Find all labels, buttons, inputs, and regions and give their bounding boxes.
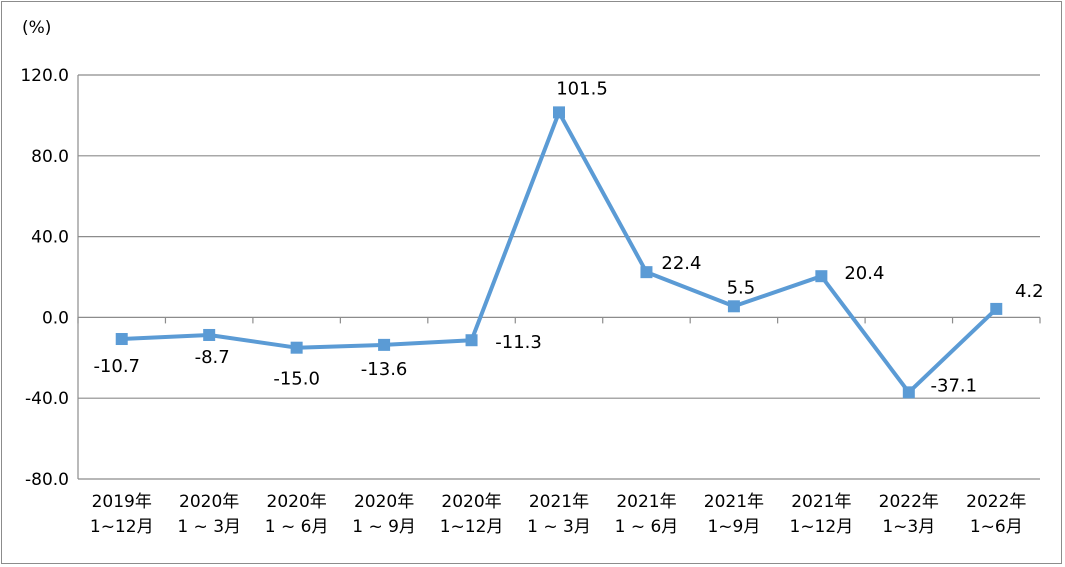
- data-label: -13.6: [361, 359, 408, 380]
- y-tick-label: 0.0: [42, 308, 69, 328]
- y-tick-label: 80.0: [31, 147, 69, 167]
- y-tick-label: 40.0: [31, 228, 69, 248]
- x-tick-label-year: 2021年: [616, 492, 676, 512]
- data-label: 4.2: [1015, 281, 1044, 302]
- data-point-marker: [990, 302, 1003, 315]
- data-point-marker: [290, 341, 303, 354]
- data-label: 5.5: [727, 277, 756, 298]
- x-tick-label-year: 2021年: [704, 492, 764, 512]
- x-tick-label-period: 1~12月: [90, 517, 154, 537]
- data-point-marker: [640, 266, 653, 279]
- x-tick-label-year: 2021年: [529, 492, 589, 512]
- gridlines: [78, 74, 1040, 480]
- data-labels: -10.7 -8.7 -15.0 -13.6 -11.3 101.5 22.4 5.5 20.4…: [93, 78, 1043, 396]
- data-label: 101.5: [556, 78, 608, 99]
- x-tick-label-period: 1~6月: [970, 517, 1023, 537]
- data-point-marker: [727, 300, 740, 313]
- x-tick-label-year: 2022年: [966, 492, 1026, 512]
- data-point-marker: [465, 334, 478, 347]
- x-tick-label-period: 1~9月: [707, 517, 760, 537]
- data-label: -15.0: [273, 369, 320, 390]
- x-tick-label-period: 1~3月: [882, 517, 935, 537]
- y-axis: 120.0 80.0 40.0 0.0 -40.0 -80.0: [20, 66, 79, 490]
- x-tick-label-period: 1~12月: [790, 517, 854, 537]
- x-tick-label-period: 1 ~ 6月: [615, 517, 679, 537]
- data-point-marker: [115, 333, 128, 346]
- y-tick-label: 120.0: [20, 66, 69, 86]
- x-tick-label-year: 2021年: [791, 492, 851, 512]
- data-point-marker: [553, 106, 565, 119]
- data-label: -8.7: [195, 347, 230, 368]
- data-label: -37.1: [931, 375, 978, 396]
- y-tick-label: -80.0: [25, 470, 69, 490]
- x-tick-label-period: 1 ~ 9月: [352, 517, 416, 537]
- x-tick-label-period: 1~12月: [440, 517, 504, 537]
- series-line: [115, 106, 1003, 399]
- y-unit-label: (%): [22, 18, 51, 38]
- series-polyline: [121, 110, 998, 395]
- data-point-marker: [815, 270, 828, 283]
- data-point-marker: [902, 386, 915, 399]
- x-tick-label-year: 2019年: [92, 492, 152, 512]
- x-tick-label-year: 2020年: [179, 492, 239, 512]
- data-point-marker: [378, 338, 391, 351]
- data-point-marker: [203, 328, 216, 341]
- data-label: 20.4: [844, 263, 884, 284]
- x-tick-label-year: 2022年: [879, 492, 939, 512]
- x-tick-label-period: 1 ~ 3月: [177, 517, 241, 537]
- x-tick-label-year: 2020年: [441, 492, 501, 512]
- x-tick-label-year: 2020年: [354, 492, 414, 512]
- x-tick-label-year: 2020年: [267, 492, 327, 512]
- x-axis: 2019年 1~12月 2020年 1 ~ 3月 2020年 1 ~ 6月 2020年 1 ~…: [77, 316, 1041, 537]
- x-tick-label-period: 1 ~ 3月: [527, 517, 591, 537]
- data-label: -10.7: [93, 356, 140, 377]
- y-tick-label: -40.0: [25, 389, 69, 409]
- x-tick-label-period: 1 ~ 6月: [265, 517, 329, 537]
- data-label: -11.3: [495, 332, 542, 353]
- data-label: 22.4: [661, 253, 701, 274]
